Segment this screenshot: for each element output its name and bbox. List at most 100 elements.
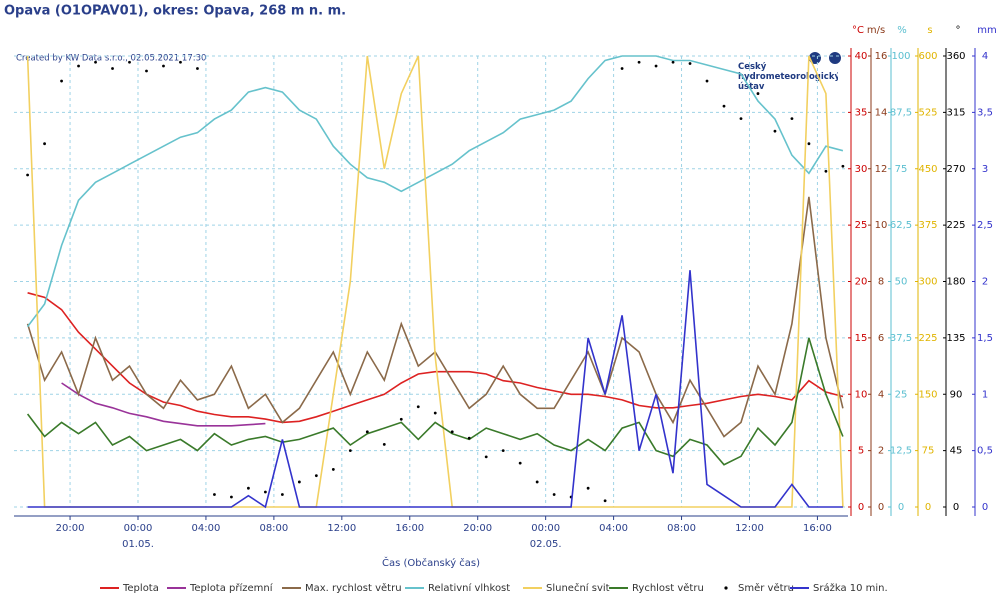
x-tick-label: 08:00	[667, 523, 696, 534]
y-tick-label: 135	[946, 333, 965, 344]
direction-dot	[111, 67, 114, 70]
series-line	[26, 55, 844, 328]
y-tick-label: 360	[946, 51, 965, 62]
y-tick-label: 450	[918, 164, 937, 175]
x-tick-label: 20:00	[463, 523, 492, 534]
series-line	[27, 292, 844, 424]
y-tick-label: 20	[855, 277, 868, 288]
y-tick-label: 12	[875, 164, 888, 175]
direction-dot	[535, 480, 539, 484]
y-tick-label: 1,5	[977, 333, 993, 344]
legend-label: Sluneční svit	[546, 582, 610, 594]
y-tick-label: 225	[918, 333, 937, 344]
y-tick-label: 45	[950, 446, 963, 457]
direction-dot	[348, 449, 352, 453]
x-date-label: 01.05.	[122, 539, 154, 550]
direction-dot	[824, 169, 828, 173]
y-tick-label: 2,5	[977, 220, 993, 231]
y-tick-label: 0	[925, 502, 931, 513]
direction-dot	[654, 64, 658, 68]
y-tick-label: 10	[875, 220, 888, 231]
legend-label: Srážka 10 min.	[813, 582, 888, 594]
legend-label: Max. rychlost větru	[305, 582, 402, 594]
y-axis-unit: °	[956, 25, 961, 36]
x-tick-label: 12:00	[327, 523, 356, 534]
y-tick-label: 16	[875, 51, 888, 62]
y-tick-label: 90	[950, 389, 963, 400]
x-tick-label: 12:00	[735, 523, 764, 534]
y-tick-label: 14	[875, 107, 888, 118]
chart-title: Opava (O1OPAV01), okres: Opava, 268 m n.…	[4, 4, 346, 19]
legend-label: Směr větru	[738, 582, 794, 594]
direction-dot	[552, 493, 556, 496]
y-tick-label: 35	[855, 107, 868, 118]
series-line	[61, 382, 266, 427]
credit: Created by KW Data s.r.o., 02.05.2021 17…	[16, 54, 206, 64]
x-tick-label: 00:00	[531, 523, 560, 534]
y-axis-unit: m/s	[867, 25, 885, 36]
y-tick-label: 600	[918, 51, 937, 62]
legend-label: Teplota přízemní	[189, 582, 274, 594]
y-tick-label: 0,5	[977, 446, 993, 457]
direction-dot	[213, 493, 216, 496]
direction-dot	[297, 480, 301, 484]
y-tick-label: 315	[946, 107, 965, 118]
direction-dot	[145, 69, 148, 73]
y-tick-label: 270	[946, 164, 965, 175]
logo-text-box: Český hydrometeorologický ústav	[738, 62, 838, 92]
direction-dot	[162, 64, 165, 68]
y-tick-label: 2	[982, 277, 988, 288]
y-axis-unit: °C	[852, 25, 864, 36]
direction-dot	[331, 468, 335, 471]
direction-dot	[705, 79, 709, 83]
y-tick-label: 10	[855, 389, 868, 400]
y-tick-label: 150	[918, 389, 937, 400]
y-tick-label: 100	[891, 51, 910, 62]
direction-dot	[586, 486, 590, 490]
direction-dot	[467, 436, 471, 440]
y-axis-unit: %	[897, 25, 907, 36]
y-tick-label: 75	[922, 446, 935, 457]
y-tick-label: 525	[918, 107, 937, 118]
legend-label: Teplota	[122, 583, 159, 594]
y-tick-label: 5	[858, 446, 864, 457]
logo-text: Český hydrometeorologický ústav	[738, 62, 838, 92]
direction-dot	[399, 417, 403, 421]
direction-dot	[773, 129, 777, 133]
direction-dot	[518, 461, 522, 465]
y-tick-label: 4	[878, 389, 884, 400]
y-tick-label: 2	[878, 446, 884, 457]
logo-dot	[829, 52, 841, 64]
x-axis-title: Čas (Občanský čas)	[382, 556, 480, 569]
direction-dot	[722, 104, 726, 108]
y-tick-label: 0	[898, 502, 904, 513]
y-tick-label: 375	[918, 220, 937, 231]
x-tick-label: 04:00	[599, 523, 628, 534]
direction-dot	[671, 60, 675, 64]
direction-dot	[128, 60, 131, 64]
y-tick-label: 30	[855, 164, 868, 175]
y-tick-label: 15	[855, 333, 868, 344]
direction-dot	[739, 117, 743, 121]
y-axis-unit: mm	[977, 25, 996, 36]
direction-dot	[60, 79, 63, 83]
direction-dot	[450, 430, 454, 434]
series-line	[26, 337, 844, 466]
direction-dot	[416, 405, 420, 409]
direction-dot	[280, 493, 284, 496]
y-tick-label: 0	[953, 502, 959, 513]
x-tick-label: 16:00	[803, 523, 832, 534]
y-tick-label: 180	[946, 277, 965, 288]
x-tick-label: 20:00	[56, 523, 85, 534]
x-tick-label: 04:00	[192, 523, 221, 534]
y-tick-label: 300	[918, 277, 937, 288]
y-tick-label: 8	[878, 277, 884, 288]
y-tick-label: 25	[855, 220, 868, 231]
direction-dot	[43, 142, 46, 146]
y-tick-label: 0	[878, 502, 884, 513]
y-tick-label: 225	[946, 220, 965, 231]
direction-dot	[314, 474, 318, 478]
direction-dot	[688, 62, 692, 65]
direction-dot	[263, 490, 267, 494]
y-axis-unit: s	[927, 25, 932, 36]
